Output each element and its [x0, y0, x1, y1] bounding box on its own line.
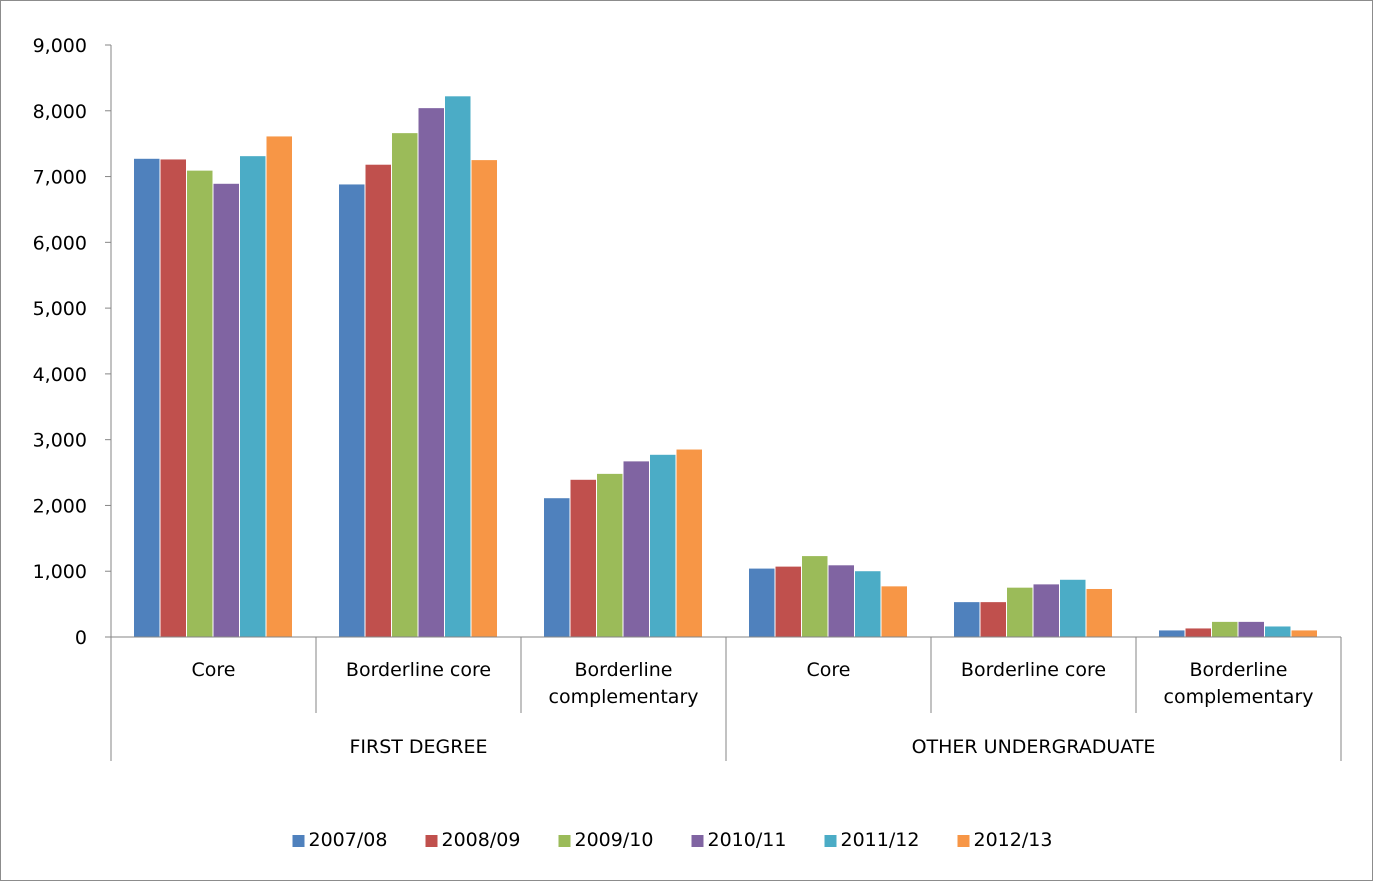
legend-swatch [824, 835, 837, 847]
bar-2008-09-2 [570, 479, 596, 637]
bar-2008-09-4 [980, 602, 1006, 637]
legend-item: 2011/12 [824, 829, 920, 851]
bars [134, 96, 1317, 638]
legend-item: 2007/08 [292, 829, 388, 851]
group-label: OTHER UNDERGRADUATE [912, 736, 1156, 758]
bar-2009-10-2 [597, 473, 623, 637]
y-tick-label: 6,000 [33, 232, 87, 254]
y-tick-label: 2,000 [33, 495, 87, 517]
y-tick-label: 1,000 [33, 561, 87, 583]
legend-label: 2008/09 [442, 829, 521, 851]
bar-2012-13-5 [1291, 630, 1317, 637]
legend-item: 2009/10 [558, 829, 654, 851]
bar-2010-11-4 [1033, 584, 1059, 637]
bar-2010-11-2 [623, 461, 649, 637]
legend-label: 2010/11 [708, 829, 787, 851]
bar-2011-12-2 [650, 454, 676, 637]
legend-swatch [691, 835, 704, 847]
category-label: Borderline core [961, 659, 1106, 681]
bar-2007-08-1 [339, 184, 365, 637]
legend-item: 2010/11 [691, 829, 787, 851]
y-tick-label: 0 [75, 627, 87, 649]
category-label: Borderline complementary [549, 659, 699, 708]
group-label: FIRST DEGREE [349, 736, 487, 758]
legend-item: 2008/09 [425, 829, 521, 851]
bar-2009-10-1 [392, 133, 418, 638]
bar-2007-08-3 [749, 568, 775, 637]
legend-label: 2012/13 [974, 829, 1053, 851]
y-tick-label: 5,000 [33, 298, 87, 320]
bar-2011-12-3 [855, 571, 881, 637]
bar-2012-13-0 [266, 136, 292, 638]
x-axis: Core Borderline core Borderline complementa… [110, 636, 1342, 761]
bar-2010-11-1 [418, 108, 444, 637]
category-label: Borderline complementary [1164, 659, 1314, 708]
bar-2007-08-0 [134, 158, 160, 637]
legend-swatch [957, 835, 970, 847]
legend-label: 2011/12 [841, 829, 920, 851]
bar-2012-13-1 [471, 160, 497, 637]
y-tick-label: 8,000 [33, 101, 87, 123]
bar-2008-09-1 [365, 164, 391, 637]
category-label: Core [192, 659, 236, 681]
bar-2007-08-5 [1159, 630, 1185, 637]
bar-2010-11-0 [213, 183, 239, 637]
legend-swatch [558, 835, 571, 847]
category-label: Borderline core [346, 659, 491, 681]
y-tick-label: 4,000 [33, 364, 87, 386]
bar-2012-13-2 [676, 449, 702, 637]
bar-2009-10-5 [1212, 621, 1238, 637]
legend-label: 2009/10 [575, 829, 654, 851]
bar-2007-08-4 [954, 602, 980, 637]
bar-2010-11-3 [828, 565, 854, 637]
bar-2011-12-0 [240, 156, 266, 638]
bar-2008-09-3 [775, 566, 801, 637]
bar-2011-12-1 [445, 96, 471, 638]
bar-2007-08-2 [544, 498, 570, 637]
y-tick-label: 9,000 [33, 35, 87, 57]
bar-2009-10-0 [187, 170, 213, 637]
bar-2009-10-3 [802, 556, 828, 637]
y-axis: 0 1,000 2,000 3,000 4,000 5,000 6,000 7,000 8,00… [33, 35, 112, 649]
bar-2008-09-0 [160, 159, 186, 637]
bar-2011-12-4 [1060, 579, 1086, 637]
legend-swatch [292, 835, 305, 847]
y-tick-label: 7,000 [33, 167, 87, 189]
bar-2010-11-5 [1238, 621, 1264, 637]
legend-item: 2012/13 [957, 829, 1053, 851]
y-tick-label: 3,000 [33, 430, 87, 452]
legend-label: 2007/08 [309, 829, 388, 851]
bar-2011-12-5 [1265, 626, 1291, 637]
category-label: Core [807, 659, 851, 681]
legend-swatch [425, 835, 438, 847]
legend: 2007/08 2008/09 2009/10 2010/11 2011/12 2012/… [292, 829, 1053, 851]
bar-2009-10-4 [1007, 587, 1033, 637]
bar-2012-13-3 [881, 586, 907, 637]
bar-2008-09-5 [1185, 628, 1211, 637]
bar-2012-13-4 [1086, 588, 1112, 637]
